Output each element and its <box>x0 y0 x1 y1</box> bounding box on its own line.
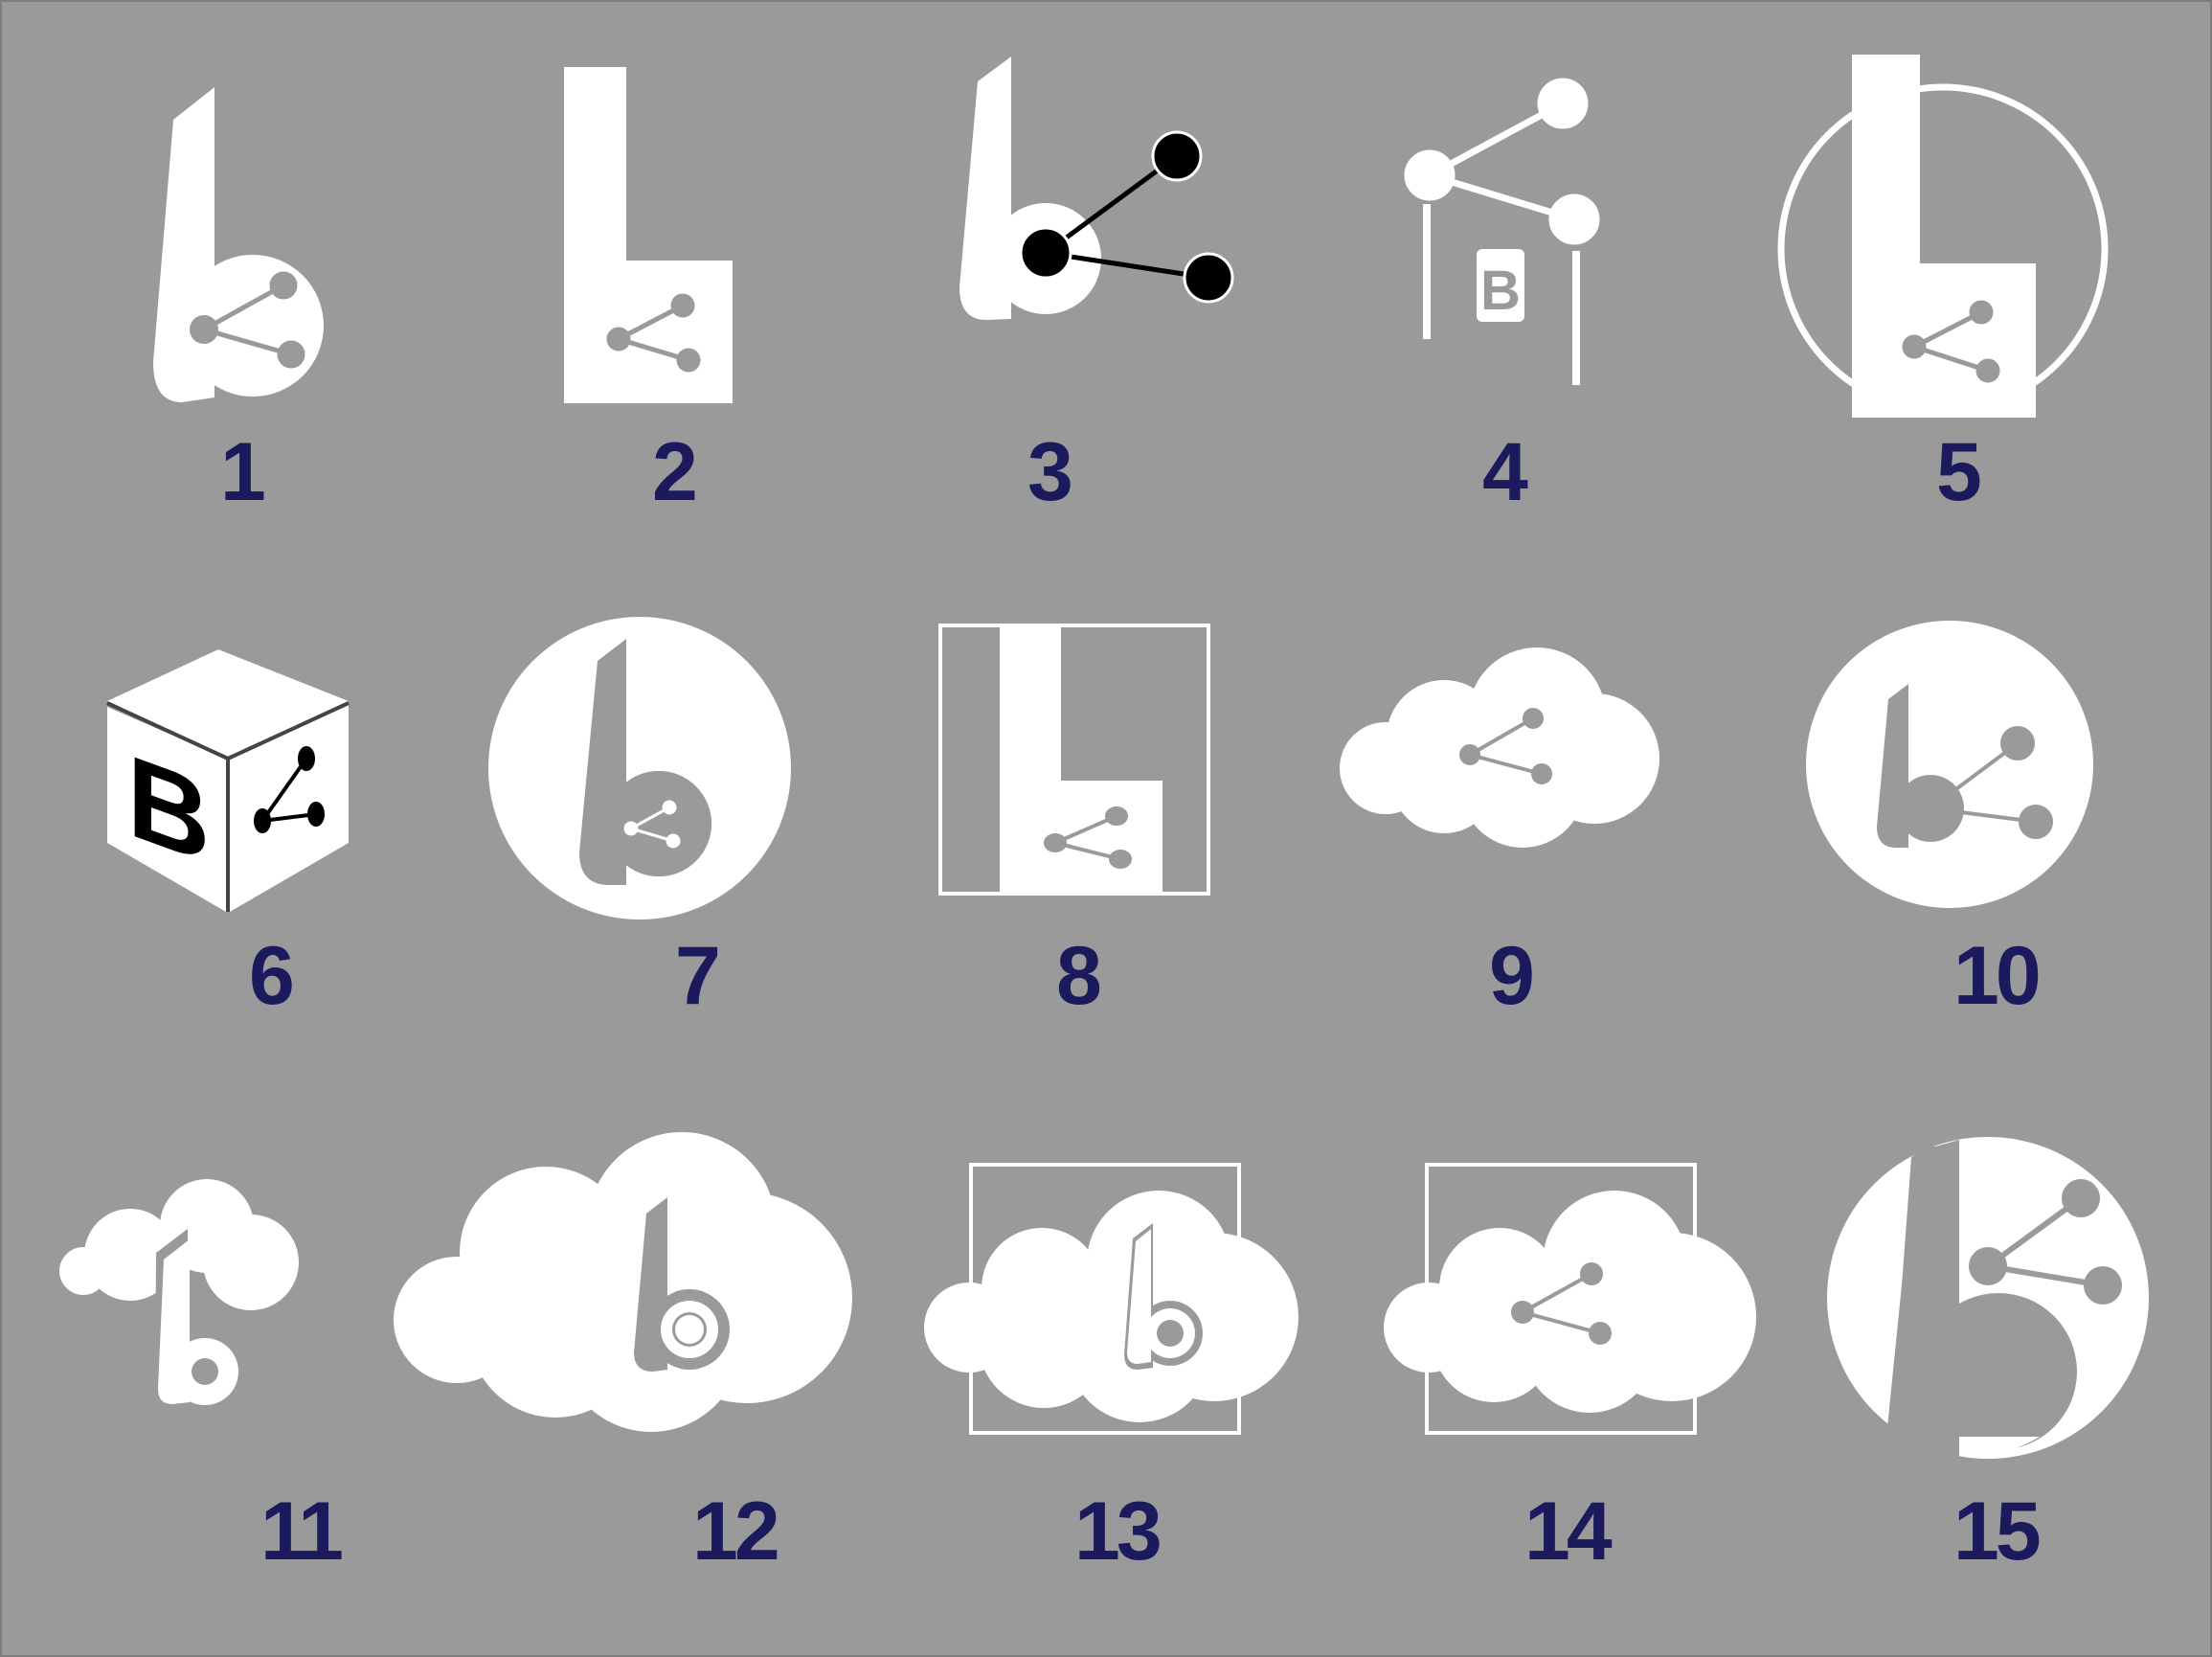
big-cloud-b-logo-12 <box>394 1132 852 1432</box>
logo-number-8: 8 <box>1056 930 1100 1022</box>
b-share-logo-1 <box>153 87 324 402</box>
b-share-circle-logo-15 <box>1827 1137 2149 1494</box>
logo-number-1: 1 <box>220 426 264 518</box>
logo-number-7: 7 <box>675 930 718 1022</box>
logo-number-11: 11 <box>260 1486 342 1578</box>
b-square-frame-logo-8 <box>938 624 1210 896</box>
cloud-b-logo-11 <box>59 1179 299 1414</box>
logo-number-12: 12 <box>692 1486 778 1578</box>
cloud-share-frame-logo-14 <box>1384 1163 1756 1435</box>
cloud-share-logo-9 <box>1340 647 1659 848</box>
logo-number-2: 2 <box>652 426 695 518</box>
b-disc-logo-7 <box>488 617 791 919</box>
logo-number-6: 6 <box>249 930 292 1022</box>
b-circle-logo-5 <box>1777 55 2109 418</box>
network-b-logo-4: B <box>1404 78 1600 385</box>
logo-number-10: 10 <box>1953 930 2039 1022</box>
network-b-letter: B <box>1480 260 1521 322</box>
logo-number-15: 15 <box>1953 1486 2040 1578</box>
logo-number-3: 3 <box>1027 426 1071 518</box>
logo-number-5: 5 <box>1936 426 1980 518</box>
block-b-share-logo-2 <box>564 67 733 403</box>
logo-number-14: 14 <box>1524 1486 1613 1578</box>
logo-number-4: 4 <box>1482 426 1528 518</box>
logo-number-13: 13 <box>1074 1486 1160 1578</box>
cloud-b-frame-logo-13 <box>924 1163 1298 1435</box>
b-network-logo-3 <box>959 57 1234 320</box>
cube-b-logo-6: B <box>106 649 350 912</box>
logo-number-9: 9 <box>1489 930 1532 1022</box>
cube-b-letter: B <box>127 731 211 889</box>
b-share-disc-logo-10 <box>1806 621 2093 908</box>
